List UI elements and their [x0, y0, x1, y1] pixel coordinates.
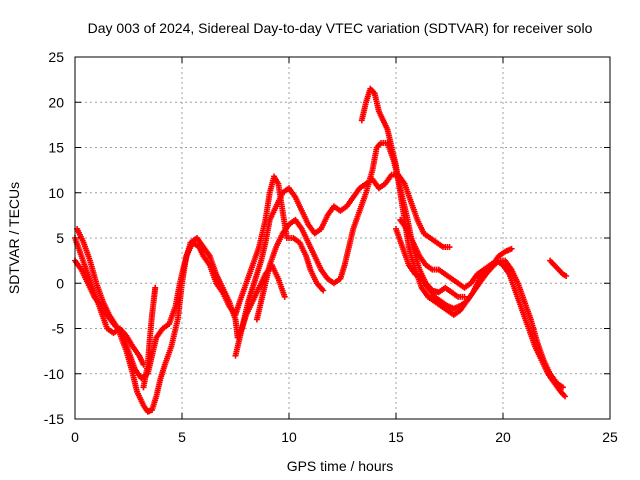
data-series-track-1	[72, 235, 147, 368]
y-tick-label: 0	[56, 275, 64, 291]
tick-layer: 0 5 10 15 20 25 -15 -10 -5 0 5 10 15 20 25	[44, 49, 618, 445]
x-tick-label: 25	[602, 429, 618, 445]
y-tick-label: 5	[56, 230, 64, 246]
y-tick-label: -15	[44, 411, 64, 427]
data-series-track-2	[74, 173, 327, 415]
data-series-track-4	[140, 284, 159, 391]
data-point	[320, 287, 327, 294]
data-series-track-5	[232, 171, 453, 359]
data-point	[446, 244, 453, 251]
x-tick-label: 20	[495, 429, 511, 445]
y-tick-label: -5	[52, 321, 65, 337]
y-tick-label: 25	[48, 49, 64, 65]
data-point	[559, 384, 566, 391]
data-point	[562, 393, 569, 400]
grid-layer	[75, 57, 610, 419]
x-tick-label: 0	[71, 429, 79, 445]
x-tick-label: 5	[178, 429, 186, 445]
plot-frame	[74, 56, 611, 420]
data-point	[281, 293, 288, 300]
data-series-track-3	[72, 235, 288, 382]
x-axis-label: GPS time / hours	[287, 458, 394, 474]
data-series-track-9	[393, 225, 566, 391]
x-tick-label: 10	[281, 429, 297, 445]
data-point	[563, 273, 570, 280]
x-tick-label: 15	[388, 429, 404, 445]
y-axis-label: SDTVAR / TECUs	[6, 182, 22, 294]
chart-title: Day 003 of 2024, Sidereal Day-to-day VTE…	[88, 20, 593, 36]
y-tick-label: 20	[48, 94, 64, 110]
data-point	[508, 245, 515, 252]
data-layer	[72, 85, 570, 415]
y-tick-label: 15	[48, 140, 64, 156]
data-point	[461, 293, 468, 300]
y-tick-label: -10	[44, 366, 64, 382]
data-series-track-10	[547, 257, 570, 280]
data-point	[152, 284, 159, 291]
data-series-track-8	[397, 216, 569, 400]
y-tick-label: 10	[48, 185, 64, 201]
